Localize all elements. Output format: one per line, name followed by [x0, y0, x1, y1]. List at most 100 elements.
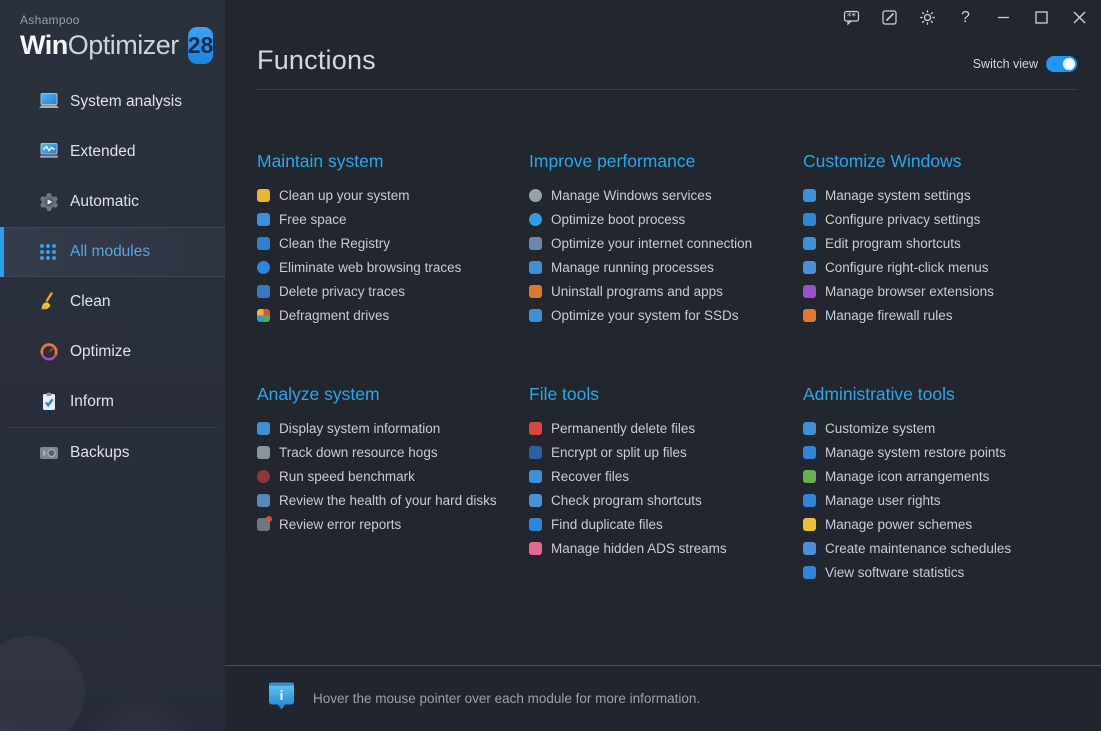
module-item-view-software-statistics[interactable]: View software statistics: [803, 560, 1083, 584]
sidebar-item-label: System analysis: [70, 93, 182, 110]
sidebar-divider: [8, 427, 217, 428]
module-item-check-program-shortcuts[interactable]: Check program shortcuts: [529, 488, 803, 512]
module-item-uninstall-programs-and-apps[interactable]: Uninstall programs and apps: [529, 279, 803, 303]
privacy-traces-shield-icon: [257, 284, 270, 298]
feedback-icon[interactable]: **: [842, 8, 861, 27]
module-item-configure-right-click-menus[interactable]: Configure right-click menus: [803, 255, 1083, 279]
disk-health-icon: [257, 493, 270, 507]
services-gears-icon: [529, 188, 542, 202]
optimize-gauge-icon: [37, 342, 61, 362]
section-analyze-system: Analyze system Display system information…: [257, 384, 529, 584]
module-label: Manage power schemes: [825, 516, 973, 532]
context-menu-icon: [803, 260, 816, 274]
minimize-icon[interactable]: [994, 8, 1013, 27]
module-label: Eliminate web browsing traces: [279, 259, 462, 275]
notes-icon[interactable]: [880, 8, 899, 27]
settings-gear-icon[interactable]: [918, 8, 937, 27]
ssd-icon: [529, 308, 542, 322]
module-item-manage-power-schemes[interactable]: Manage power schemes: [803, 512, 1083, 536]
module-item-recover-files[interactable]: Recover files: [529, 464, 803, 488]
module-item-manage-icon-arrangements[interactable]: Manage icon arrangements: [803, 464, 1083, 488]
maximize-icon[interactable]: [1032, 8, 1051, 27]
sidebar-item-all-modules[interactable]: All modules: [0, 227, 225, 277]
sidebar-item-system-analysis[interactable]: System analysis: [0, 77, 225, 127]
sidebar-item-label: Optimize: [70, 343, 132, 360]
web-traces-globe-icon: [257, 260, 270, 274]
module-item-find-duplicate-files[interactable]: Find duplicate files: [529, 512, 803, 536]
module-item-manage-user-rights[interactable]: Manage user rights: [803, 488, 1083, 512]
module-item-review-error-reports[interactable]: Review error reports: [257, 512, 529, 536]
module-item-manage-hidden-ads-streams[interactable]: Manage hidden ADS streams: [529, 536, 803, 560]
module-item-clean-up-your-system[interactable]: Clean up your system: [257, 183, 529, 207]
module-item-manage-system-restore-points[interactable]: Manage system restore points: [803, 440, 1083, 464]
duplicate-files-icon: [529, 517, 542, 531]
module-item-optimize-boot-process[interactable]: Optimize boot process: [529, 207, 803, 231]
resource-hogs-icon: [257, 445, 270, 459]
close-icon[interactable]: [1070, 8, 1089, 27]
firewall-flame-icon: [803, 308, 816, 322]
sidebar-item-backups[interactable]: Backups: [0, 428, 225, 478]
sidebar-item-clean[interactable]: Clean: [0, 277, 225, 327]
module-label: Optimize boot process: [551, 211, 686, 227]
brand-product-bold: Win: [20, 30, 68, 60]
section-title: Maintain system: [257, 151, 384, 171]
module-item-manage-browser-extensions[interactable]: Manage browser extensions: [803, 279, 1083, 303]
extended-analysis-icon: [37, 142, 61, 162]
recover-files-icon: [529, 469, 542, 483]
module-item-manage-firewall-rules[interactable]: Manage firewall rules: [803, 303, 1083, 327]
module-item-review-the-health-of-your-hard-disks[interactable]: Review the health of your hard disks: [257, 488, 529, 512]
benchmark-gauge-icon: [257, 469, 270, 483]
sidebar-item-optimize[interactable]: Optimize: [0, 327, 225, 377]
module-label: Manage icon arrangements: [825, 468, 990, 484]
section-title: File tools: [529, 384, 600, 404]
privacy-settings-icon: [803, 212, 816, 226]
all-modules-grid-icon: [37, 242, 61, 262]
switch-view-control: Switch view: [973, 56, 1077, 76]
module-item-optimize-your-system-for-ssds[interactable]: Optimize your system for SSDs: [529, 303, 803, 327]
module-item-configure-privacy-settings[interactable]: Configure privacy settings: [803, 207, 1083, 231]
section-improve-performance: Improve performance Manage Windows servic…: [529, 151, 803, 327]
module-item-display-system-information[interactable]: Display system information: [257, 416, 529, 440]
module-item-customize-system[interactable]: Customize system: [803, 416, 1083, 440]
svg-text:i: i: [280, 689, 284, 704]
module-label: Manage user rights: [825, 492, 941, 508]
sidebar-item-extended[interactable]: Extended: [0, 127, 225, 177]
sidebar-item-inform[interactable]: Inform: [0, 377, 225, 427]
module-item-delete-privacy-traces[interactable]: Delete privacy traces: [257, 279, 529, 303]
brand-product-light: Optimizer: [67, 30, 180, 60]
module-label: Edit program shortcuts: [825, 235, 961, 251]
module-item-eliminate-web-browsing-traces[interactable]: Eliminate web browsing traces: [257, 255, 529, 279]
error-reports-icon: [257, 515, 272, 531]
module-item-free-space[interactable]: Free space: [257, 207, 529, 231]
icon-arrangements-icon: [803, 469, 816, 483]
module-item-manage-windows-services[interactable]: Manage Windows services: [529, 183, 803, 207]
switch-view-toggle[interactable]: [1046, 56, 1077, 72]
svg-text:**: **: [847, 12, 857, 22]
module-label: Display system information: [279, 420, 441, 436]
browser-extensions-puzzle-icon: [803, 284, 816, 298]
help-icon[interactable]: ?: [961, 8, 970, 26]
version-badge: 28: [187, 27, 214, 64]
module-item-create-maintenance-schedules[interactable]: Create maintenance schedules: [803, 536, 1083, 560]
module-label: Manage hidden ADS streams: [551, 540, 727, 556]
maintenance-schedules-icon: [803, 541, 816, 555]
module-item-edit-program-shortcuts[interactable]: Edit program shortcuts: [803, 231, 1083, 255]
module-item-encrypt-or-split-up-files[interactable]: Encrypt or split up files: [529, 440, 803, 464]
modules-grid: Maintain system Clean up your system Free …: [225, 90, 1101, 584]
module-item-permanently-delete-files[interactable]: Permanently delete files: [529, 416, 803, 440]
module-item-manage-running-processes[interactable]: Manage running processes: [529, 255, 803, 279]
module-item-optimize-your-internet-connection[interactable]: Optimize your internet connection: [529, 231, 803, 255]
footer-note: Hover the mouse pointer over each module…: [313, 691, 701, 706]
page-title: Functions: [257, 45, 376, 75]
sidebar-item-automatic[interactable]: Automatic: [0, 177, 225, 227]
backups-icon: [37, 443, 61, 463]
titlebar: ** ?: [225, 0, 1101, 35]
module-item-track-down-resource-hogs[interactable]: Track down resource hogs: [257, 440, 529, 464]
boot-process-icon: [529, 212, 542, 226]
module-item-clean-the-registry[interactable]: Clean the Registry: [257, 231, 529, 255]
module-item-defragment-drives[interactable]: Defragment drives: [257, 303, 529, 327]
module-label: Recover files: [551, 468, 630, 484]
module-item-manage-system-settings[interactable]: Manage system settings: [803, 183, 1083, 207]
module-item-run-speed-benchmark[interactable]: Run speed benchmark: [257, 464, 529, 488]
